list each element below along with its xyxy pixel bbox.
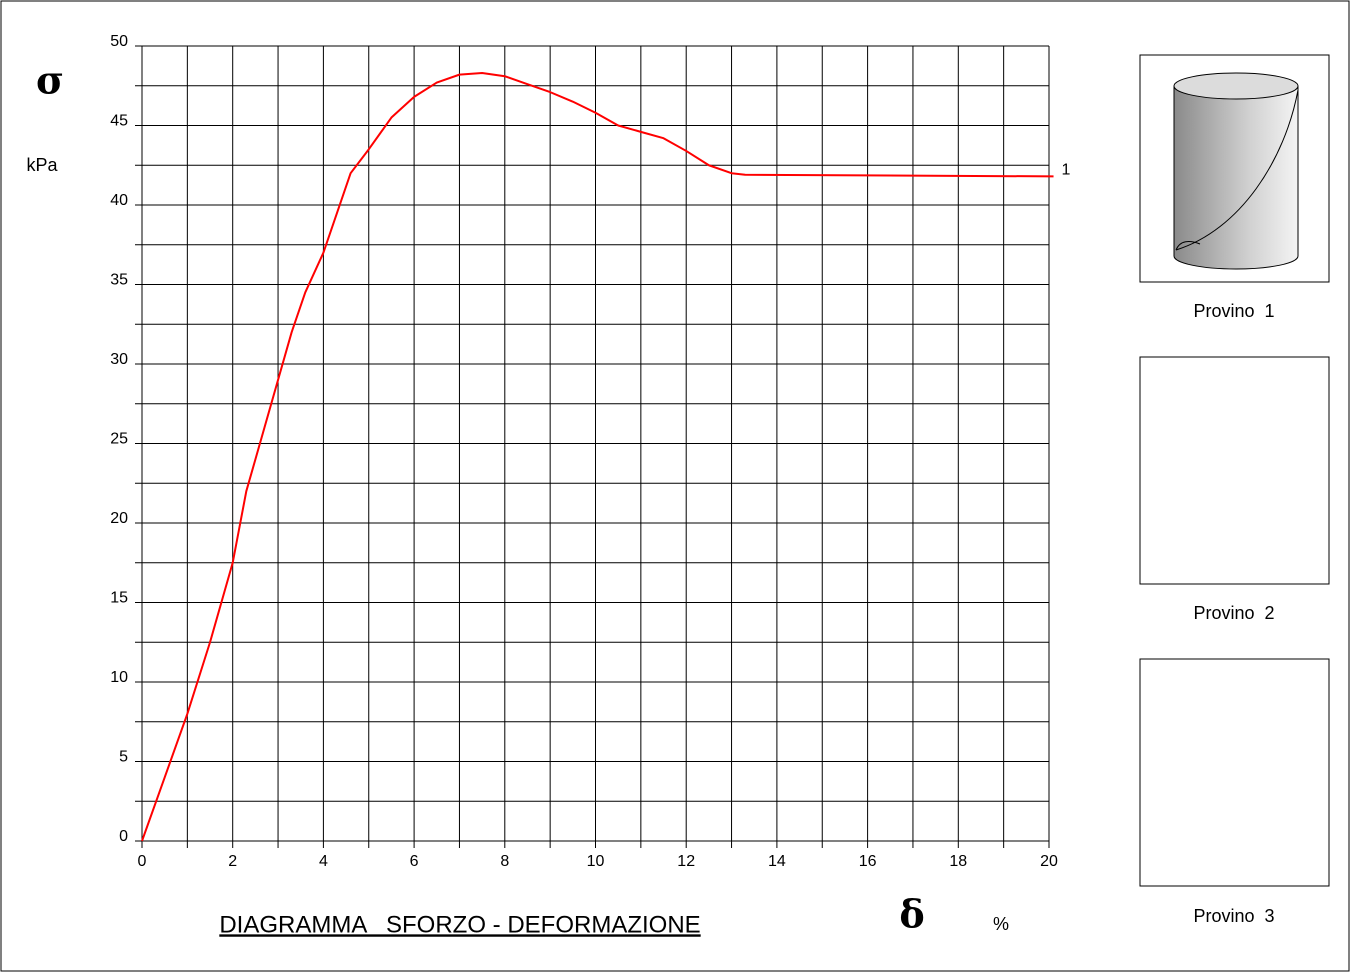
x-tick-label: 18: [949, 853, 967, 870]
y-tick-label: 5: [119, 749, 128, 766]
y-tick-label: 15: [110, 590, 128, 607]
panel-label: Provino 1: [1193, 301, 1274, 321]
x-tick-label: 16: [859, 853, 877, 870]
panel-box: [1139, 356, 1330, 585]
panel-box: [1139, 54, 1330, 283]
y-tick-label: 10: [110, 669, 128, 686]
y-tick-label: 40: [110, 192, 128, 209]
y-tick-label: 50: [110, 33, 128, 50]
x-tick-label: 8: [500, 853, 509, 870]
x-tick-label: 14: [768, 853, 786, 870]
x-tick-label: 12: [677, 853, 695, 870]
y-tick-label: 30: [110, 351, 128, 368]
panel-label: Provino 3: [1193, 906, 1274, 926]
y-tick-label: 25: [110, 431, 128, 448]
y-symbol: σ: [36, 58, 64, 103]
x-tick-label: 2: [228, 853, 237, 870]
panel-box: [1139, 658, 1330, 887]
x-tick-label: 0: [138, 853, 147, 870]
panel-label: Provino 2: [1193, 603, 1274, 623]
y-tick-label: 45: [110, 113, 128, 130]
specimen-drawing: [1173, 72, 1299, 270]
y-tick-label: 0: [119, 828, 128, 845]
series-label: 1: [1062, 162, 1071, 179]
x-tick-label: 10: [587, 853, 605, 870]
chart-title: DIAGRAMMA SFORZO - DEFORMAZIONE: [219, 911, 700, 938]
y-tick-label: 35: [110, 272, 128, 289]
x-tick-label: 20: [1040, 853, 1058, 870]
grid: [135, 45, 1050, 848]
data-line: [141, 72, 1054, 842]
y-tick-label: 20: [110, 510, 128, 527]
y-unit: kPa: [26, 155, 58, 175]
x-symbol: δ: [899, 892, 924, 937]
x-tick-label: 6: [410, 853, 419, 870]
x-tick-label: 4: [319, 853, 328, 870]
x-unit: %: [993, 914, 1009, 934]
